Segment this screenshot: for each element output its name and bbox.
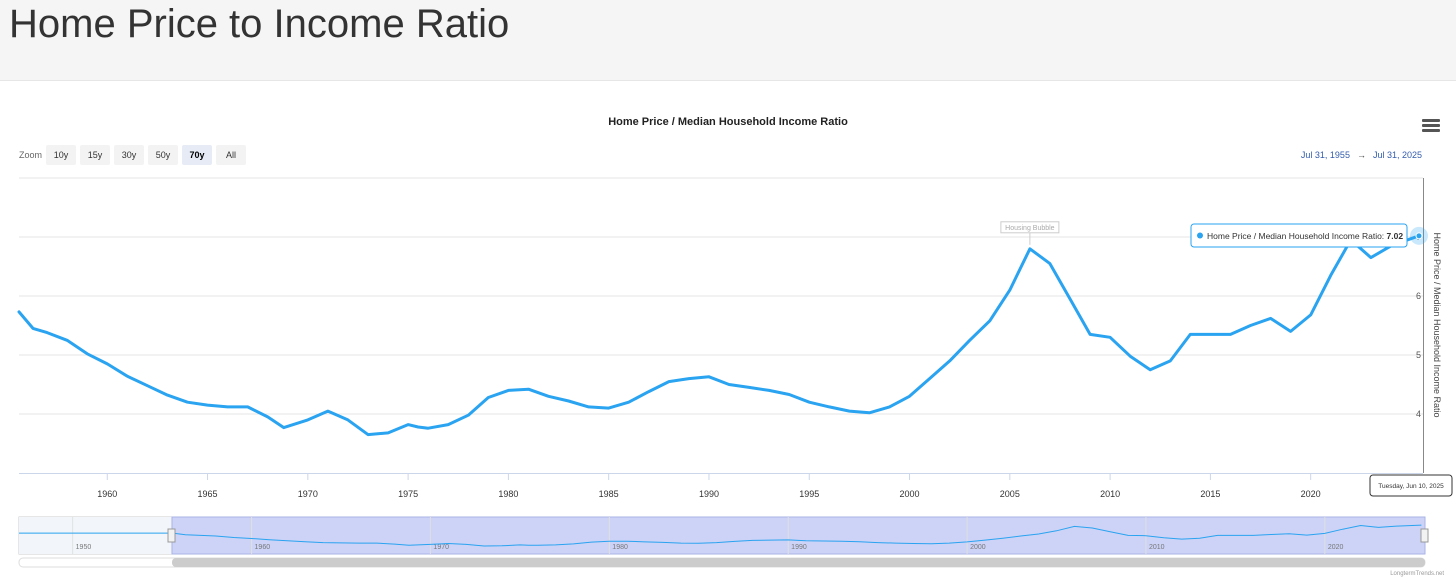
series-line	[17, 234, 1421, 437]
x-tick-label-5: 1985	[599, 489, 619, 499]
grid-lines	[19, 177, 1423, 415]
y-tick-label-2: 6	[1416, 291, 1421, 301]
navigator-label-0: 1950	[76, 544, 92, 551]
y-tick-label-0: 4	[1416, 409, 1421, 419]
navigator-label-5: 2000	[970, 544, 986, 551]
tooltip: Home Price / Median Household Income Rat…	[1190, 223, 1408, 248]
y-tick-label-1: 5	[1416, 350, 1421, 360]
navigator-label-7: 2020	[1328, 544, 1344, 551]
y-axis-ticks: 4567	[1416, 232, 1421, 419]
x-tick-label-6: 1990	[699, 489, 719, 499]
range-from-input[interactable]: Jul 31, 1955	[1300, 150, 1350, 160]
zoom-all-button[interactable]: All	[216, 145, 247, 165]
zoom-70y-button[interactable]: 70y	[182, 145, 213, 165]
chart-title: Home Price / Median Household Income Rat…	[608, 116, 848, 128]
hover-marker	[1415, 232, 1423, 240]
zoom-30y-button[interactable]: 30y	[114, 145, 145, 165]
zoom-10y-button[interactable]: 10y	[46, 145, 77, 165]
x-tick-label-7: 1995	[799, 489, 819, 499]
x-axis-ticks: 1960 1965 1970 1975 1980 1985 1990 1995 2000 2005…	[97, 473, 1321, 499]
navigator: 1950 1960 1970 1980 1990 2000 2010 2020	[18, 516, 1429, 568]
navigator-label-3: 1980	[612, 544, 628, 551]
zoom-15y-button[interactable]: 15y	[80, 145, 111, 165]
x-tick-label-11: 2015	[1200, 489, 1220, 499]
chart-menu-icon[interactable]	[1422, 119, 1440, 135]
navigator-right-handle[interactable]	[1420, 528, 1429, 543]
tooltip-date: Tuesday, Jun 10, 2025	[1378, 483, 1444, 490]
navigator-label-6: 2010	[1149, 544, 1165, 551]
x-tick-label-8: 2000	[900, 489, 920, 499]
navigator-left-handle[interactable]	[167, 528, 176, 543]
date-tooltip: Tuesday, Jun 10, 2025	[1369, 474, 1453, 497]
zoom-label: Zoom	[19, 150, 43, 160]
x-tick-label-3: 1975	[398, 489, 418, 499]
tooltip-value: 7.02	[1387, 231, 1404, 241]
date-range: Jul 31, 1955 → Jul 31, 2025	[1301, 150, 1422, 160]
tooltip-series: Home Price / Median Household Income Rat…	[1207, 231, 1384, 241]
annotation-housing-bubble: Housing Bubble	[1000, 221, 1060, 245]
page-title: Home Price to Income Ratio	[9, 2, 510, 46]
x-tick-label-1: 1965	[198, 489, 218, 499]
x-tick-label-2: 1970	[298, 489, 318, 499]
zoom-bar: Zoom 10y 15y 30y 50y 70y All	[19, 144, 250, 166]
page-header: Home Price to Income Ratio	[0, 0, 1456, 81]
navigator-label-2: 1970	[433, 544, 449, 551]
x-tick-label-0: 1960	[97, 489, 117, 499]
y-axis-label: Home Price / Median Household Income Rat…	[1432, 232, 1442, 417]
navigator-series-line	[19, 524, 1422, 547]
navigator-label-4: 1990	[791, 544, 807, 551]
svg-text:Home Price / Median Household: Home Price / Median Household Income Rat…	[1207, 231, 1403, 241]
zoom-50y-button[interactable]: 50y	[148, 145, 179, 165]
x-tick-label-4: 1980	[498, 489, 518, 499]
x-tick-label-12: 2020	[1301, 489, 1321, 499]
scrollbar-thumb[interactable]	[172, 558, 1425, 567]
annotation-label: Housing Bubble	[1005, 225, 1055, 232]
range-arrow: →	[1356, 150, 1366, 160]
x-tick-label-10: 2010	[1100, 489, 1120, 499]
credit-text: LongtermTrends.net	[1390, 571, 1444, 577]
navigator-label-1: 1960	[255, 544, 271, 551]
range-to-input[interactable]: Jul 31, 2025	[1372, 150, 1422, 160]
x-tick-label-9: 2005	[1000, 489, 1020, 499]
